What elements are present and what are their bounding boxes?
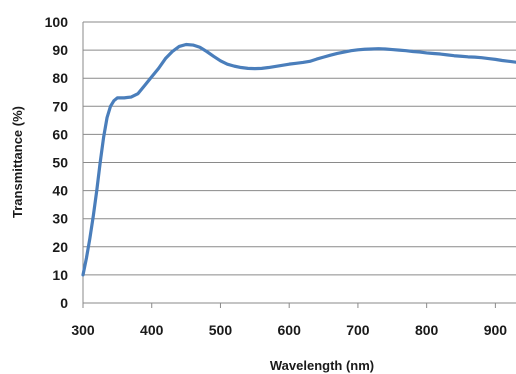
y-tick-label: 20 xyxy=(52,239,68,255)
axes xyxy=(82,22,516,308)
y-tick-label: 60 xyxy=(52,126,68,142)
transmittance-series-line xyxy=(81,42,516,277)
x-tick-label: 700 xyxy=(346,322,370,338)
y-tick-label: 90 xyxy=(52,42,68,58)
x-tick-label: 800 xyxy=(415,322,439,338)
y-tick-label: 50 xyxy=(52,155,68,171)
y-axis-title: Transmittance (%) xyxy=(10,106,25,218)
y-tick-label: 0 xyxy=(60,295,68,311)
tick-labels: 0 10 20 30 40 50 60 70 80 90 100 300 400 500 600 700 800… xyxy=(45,14,508,338)
y-tick-label: 30 xyxy=(52,211,68,227)
x-tick-label: 400 xyxy=(140,322,164,338)
y-tick-label: 40 xyxy=(52,183,68,199)
y-tick-label: 100 xyxy=(45,14,69,30)
y-tick-label: 80 xyxy=(52,70,68,86)
x-tick-label: 500 xyxy=(209,322,233,338)
y-tick-label: 70 xyxy=(52,98,68,114)
gridlines xyxy=(83,21,516,276)
y-tick-label: 10 xyxy=(52,267,68,283)
x-tick-label: 300 xyxy=(71,322,95,338)
series-layer xyxy=(81,42,516,277)
x-tick-label: 900 xyxy=(484,322,508,338)
x-tick-label: 600 xyxy=(278,322,302,338)
x-axis-title: Wavelength (nm) xyxy=(270,358,374,373)
